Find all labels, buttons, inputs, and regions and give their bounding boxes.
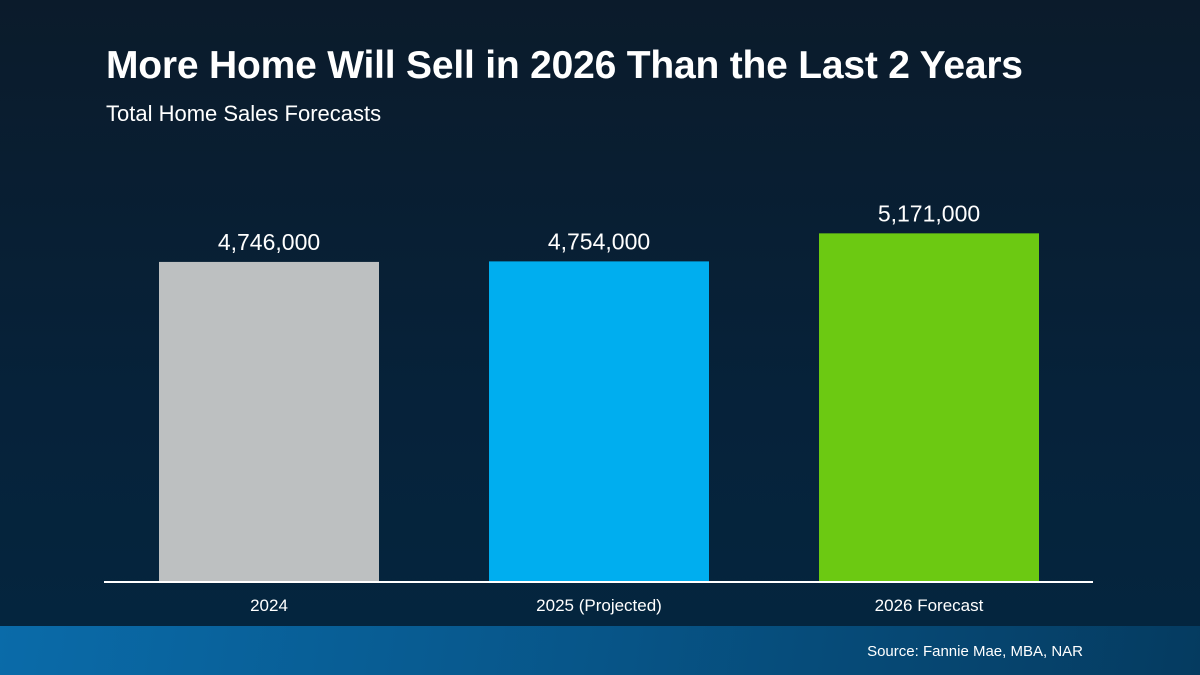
source-note: Source: Fannie Mae, MBA, NAR <box>867 643 1083 660</box>
x-tick-label: 2026 Forecast <box>875 596 984 615</box>
chart-title: More Home Will Sell in 2026 Than the Las… <box>106 44 1023 87</box>
bar-3 <box>819 233 1039 582</box>
data-label: 4,754,000 <box>548 228 650 254</box>
bar-2 <box>489 261 709 581</box>
bar-chart: 4,746,000 2024 4,754,000 2025 (Projected) 5,… <box>159 200 1039 615</box>
x-tick-label: 2024 <box>250 596 288 615</box>
x-tick-label: 2025 (Projected) <box>536 596 662 615</box>
bar-1 <box>159 261 379 581</box>
data-label: 5,171,000 <box>878 200 980 226</box>
data-label: 4,746,000 <box>218 229 320 255</box>
footer-band: Source: Fannie Mae, MBA, NAR <box>0 626 1200 675</box>
chart-subtitle: Total Home Sales Forecasts <box>106 101 382 126</box>
